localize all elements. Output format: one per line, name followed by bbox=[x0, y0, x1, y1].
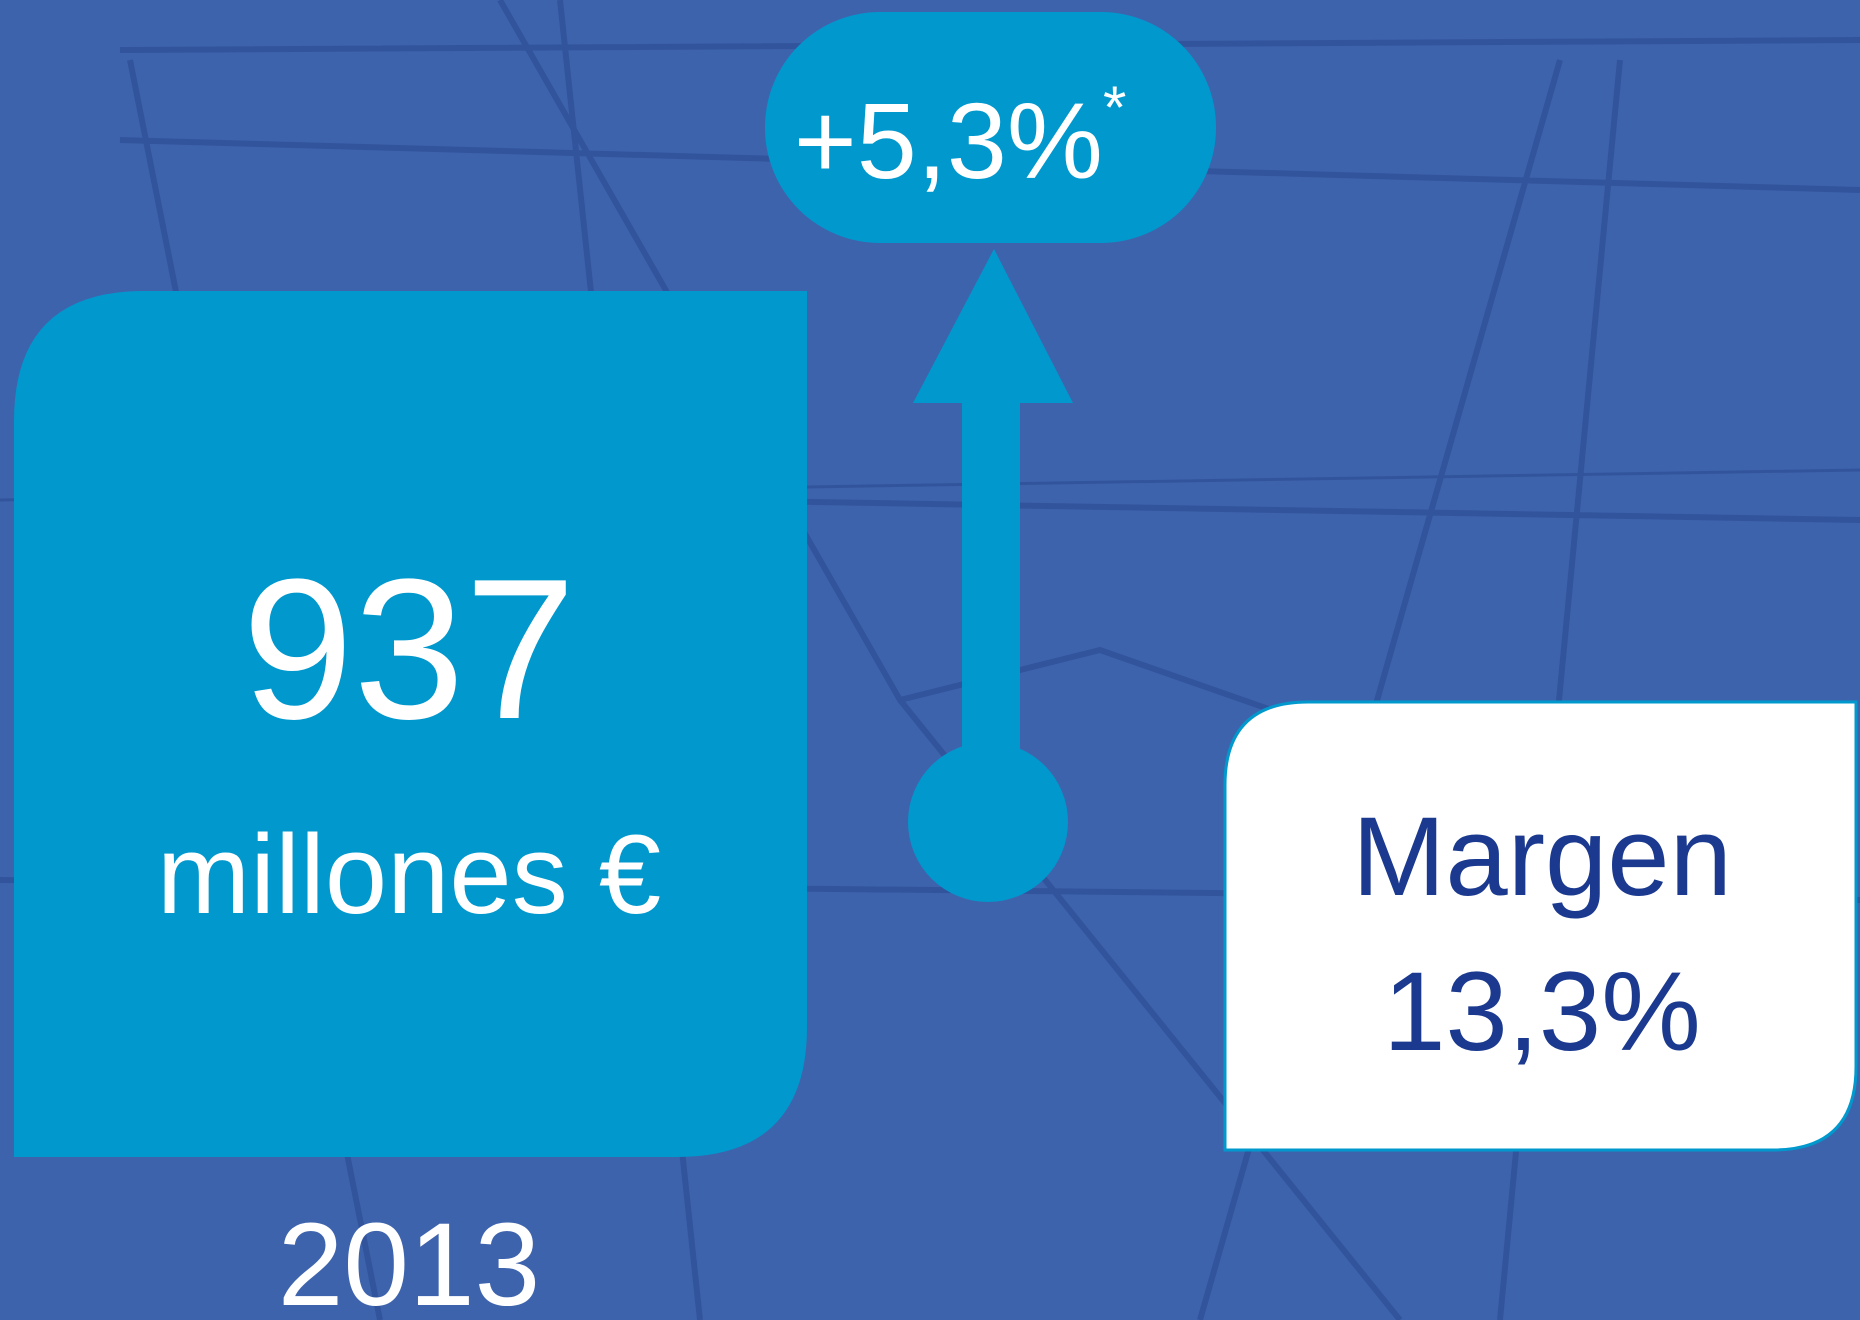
main-box bbox=[14, 291, 807, 1157]
margin-value: 13,3% bbox=[1383, 949, 1701, 1074]
margin-label: Margen bbox=[1352, 794, 1732, 919]
change-note: * bbox=[1103, 74, 1126, 141]
arrow-head bbox=[913, 249, 1073, 403]
margin-box bbox=[1223, 700, 1858, 1152]
arrow-base bbox=[908, 742, 1068, 902]
main-value: 937 bbox=[242, 538, 576, 761]
change-text: +5,3%* bbox=[794, 74, 1127, 201]
change-value: +5,3% bbox=[794, 80, 1103, 201]
main-unit: millones € bbox=[157, 812, 661, 937]
change-badge bbox=[765, 12, 1216, 243]
year: 2013 bbox=[278, 1199, 541, 1320]
